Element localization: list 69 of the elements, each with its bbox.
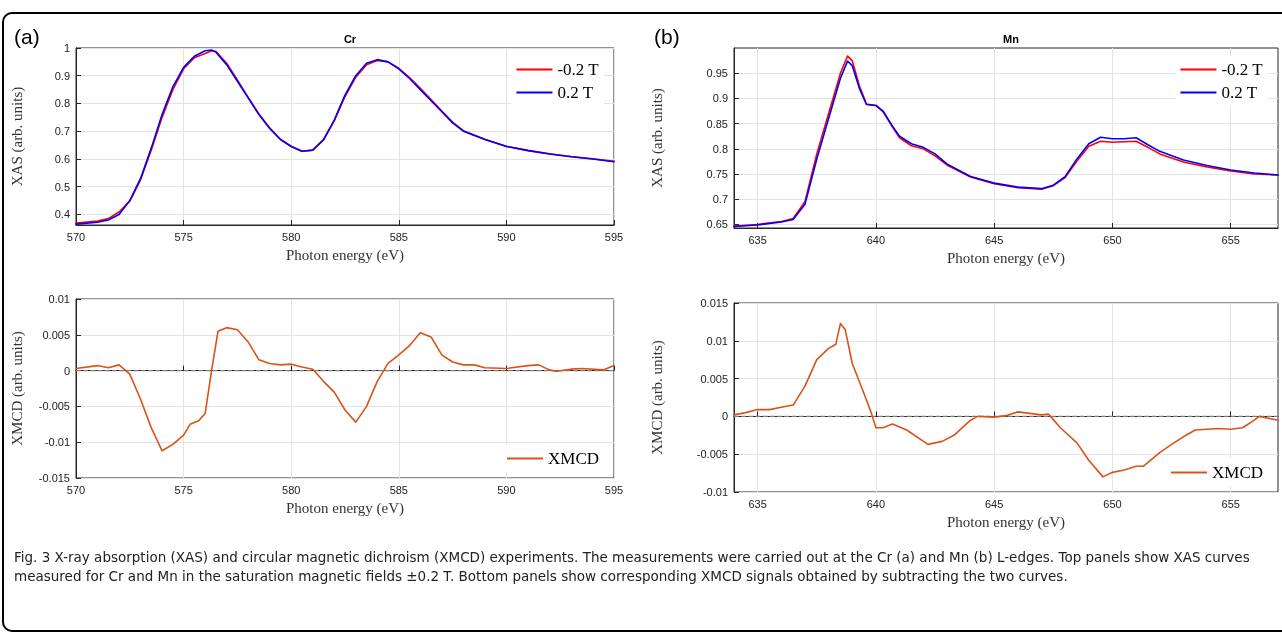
y-tick-label: 0.85 [706,117,728,130]
x-tick-label: 640 [866,233,886,246]
y-tick-label: 0.65 [706,218,728,231]
x-tick-label: 580 [282,483,301,496]
x-tick-label: 575 [174,230,193,243]
y-tick-label: 0.75 [706,168,728,181]
y-tick-label: 0.01 [706,334,728,347]
y-tick-label: -0.005 [696,448,728,461]
y-tick-label: 0.015 [700,297,728,309]
x-tick-label: 640 [866,497,886,510]
chart-title: Mn [1003,32,1020,45]
y-tick-label: 0.7 [54,125,70,138]
y-tick-label: 0.8 [712,142,728,155]
x-tick-label: 635 [748,497,767,510]
x-tick-label: 585 [389,483,408,496]
chart-title: Cr [343,32,357,45]
x-tick-label: 570 [66,483,86,496]
y-tick-label: 0.95 [706,67,728,80]
legend-label: XMCD [1211,463,1264,482]
y-tick-label: 0.005 [42,328,70,341]
legend-label: -0.2 T [1221,60,1264,79]
text: (b) [654,25,680,48]
y-axis-title: XMCD (arb. units) [8,331,26,446]
y-axis-title: XAS (arb. units) [8,86,26,187]
x-tick-label: 570 [66,230,86,243]
legend-label: 0.2 T [1221,83,1258,102]
x-tick-label: 580 [282,230,301,243]
y-tick-label: 0.01 [48,293,70,305]
legend-label: XMCD [547,449,600,468]
y-axis-title: XMCD (arb. units) [648,340,666,455]
y-tick-label: 0 [721,410,728,423]
x-tick-label: 590 [497,230,516,243]
y-tick-label: 1 [63,42,70,54]
x-axis-title: Photon energy (eV) [285,246,405,264]
y-tick-label: 0.5 [54,180,70,193]
y-tick-label: -0.015 [38,472,70,484]
y-tick-label: 0.9 [54,69,70,82]
y-tick-label: -0.005 [38,400,70,413]
y-tick-label: 0 [63,364,70,377]
line-series [733,322,1279,478]
x-tick-label: 645 [984,233,1004,246]
y-tick-label: 0.4 [54,208,70,221]
x-tick-label: 595 [604,483,624,496]
x-axis-title: Photon energy (eV) [946,249,1066,267]
x-tick-label: 575 [174,483,193,496]
text: (a) [14,25,40,48]
legend-label: 0.2 T [557,83,594,102]
y-tick-label: -0.01 [44,436,70,449]
x-tick-label: 595 [604,230,624,243]
y-tick-label: 0.6 [54,152,70,165]
y-tick-label: 0.005 [700,372,728,385]
y-tick-label: 0.8 [54,97,70,110]
x-tick-label: 635 [748,233,767,246]
y-tick-label: -0.01 [702,486,728,498]
x-tick-label: 655 [1221,497,1240,510]
caption: Fig. 3 X-ray absorption (XAS) and circular magnetic dichroism (XMCD) experiments. The measurements were carried out at the Cr (a) and Mn (b) L-edges. Top panels show XAS curves measured for Cr and Mn in the saturation magnetic fields ±0.2 T. Bottom panels show corresponding XMCD signals obtained by subtracting the two curves. [14,548,1251,586]
line-series [75,326,615,452]
y-axis-title: XAS (arb. units) [648,88,666,188]
x-tick-label: 590 [497,483,516,496]
legend-label: -0.2 T [557,60,600,79]
x-axis-title: Photon energy (eV) [946,513,1066,531]
x-tick-label: 650 [1103,497,1122,510]
x-tick-label: 650 [1103,233,1122,246]
x-tick-label: 655 [1221,233,1240,246]
y-tick-label: 0.7 [712,193,728,206]
x-tick-label: 585 [389,230,408,243]
y-tick-label: 0.9 [712,92,728,105]
x-tick-label: 645 [984,497,1004,510]
x-axis-title: Photon energy (eV) [285,499,405,517]
